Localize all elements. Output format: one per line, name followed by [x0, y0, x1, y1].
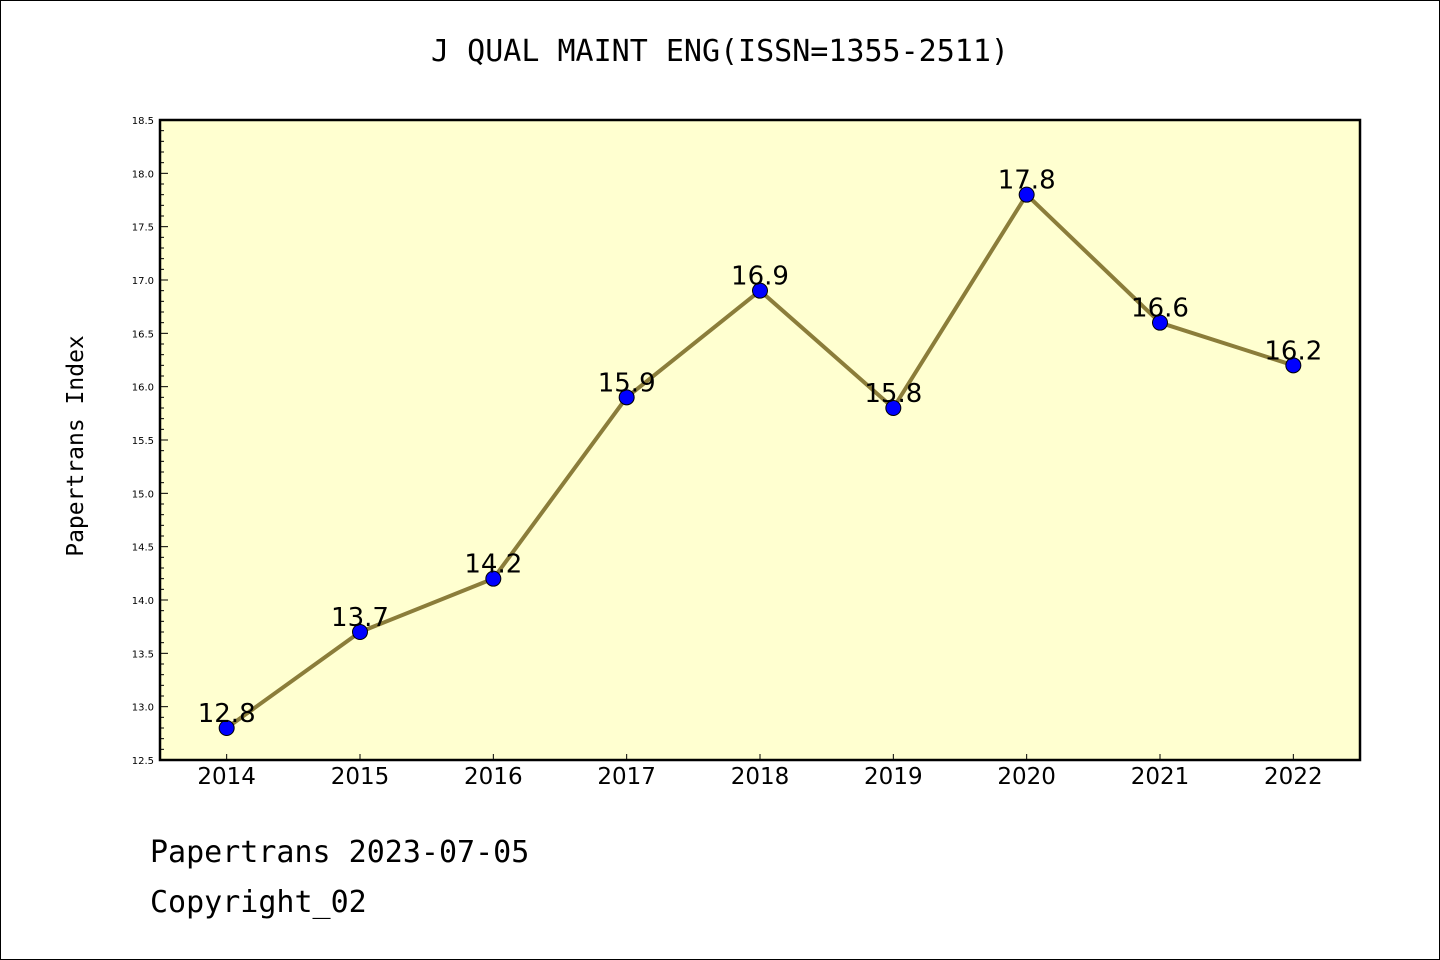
y-tick-label: 15.5: [132, 436, 154, 447]
data-label: 16.9: [731, 262, 789, 292]
data-point: [885, 400, 902, 416]
x-tick-label: 2018: [731, 764, 790, 790]
data-point: [1285, 357, 1302, 374]
y-tick-label: 15.0: [132, 489, 154, 500]
data-point: [218, 720, 235, 736]
chart-title: J QUAL MAINT ENG(ISSN=1355-2511): [431, 34, 1009, 69]
x-tick-label: 2014: [197, 764, 256, 790]
footer-date: Papertrans 2023-07-05: [150, 835, 530, 870]
data-point: [752, 282, 768, 299]
x-tick-label: 2015: [331, 764, 390, 790]
data-point: [1152, 314, 1168, 331]
y-tick-label: 18.0: [132, 169, 154, 180]
data-point: [618, 389, 635, 406]
data-label: 16.6: [1131, 294, 1189, 324]
data-label: 16.2: [1264, 336, 1322, 366]
y-tick-label: 14.0: [132, 596, 154, 607]
x-tick-label: 2020: [997, 764, 1056, 790]
data-label: 12.8: [198, 699, 256, 729]
data-label: 13.7: [331, 603, 389, 633]
x-tick-label: 2022: [1264, 764, 1323, 790]
data-point: [485, 570, 502, 587]
y-tick-label: 17.0: [132, 276, 154, 287]
data-label: 15.8: [864, 379, 922, 409]
data-label: 17.8: [998, 166, 1056, 196]
y-tick-label: 14.5: [132, 543, 154, 554]
y-tick-label: 16.0: [132, 383, 154, 394]
x-tick-label: 2017: [597, 764, 656, 790]
x-tick-label: 2016: [464, 764, 523, 790]
y-tick-label: 16.5: [132, 329, 154, 340]
data-point: [1018, 186, 1035, 203]
y-tick-label: 17.5: [132, 223, 154, 234]
data-point: [352, 624, 368, 640]
x-tick-label: 2021: [1131, 764, 1190, 790]
data-label: 15.9: [598, 368, 656, 398]
plot-area: [160, 120, 1360, 760]
footer-copyright: Copyright_02: [150, 885, 367, 920]
y-tick-label: 13.5: [132, 649, 154, 660]
y-tick-label: 18.5: [132, 116, 154, 127]
x-tick-label: 2019: [864, 764, 923, 790]
plot-border: [158, 118, 1362, 762]
data-label: 14.2: [464, 550, 522, 580]
y-tick-label: 12.5: [132, 756, 154, 767]
y-tick-label: 13.0: [132, 703, 154, 714]
